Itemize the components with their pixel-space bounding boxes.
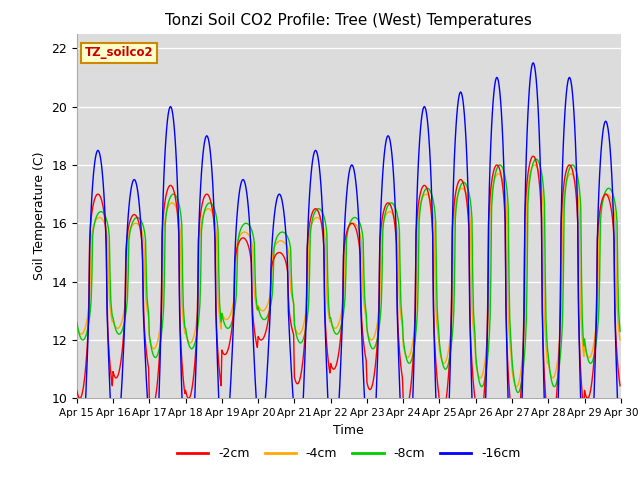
X-axis label: Time: Time <box>333 424 364 437</box>
Text: TZ_soilco2: TZ_soilco2 <box>85 47 154 60</box>
Legend: -2cm, -4cm, -8cm, -16cm: -2cm, -4cm, -8cm, -16cm <box>172 442 526 465</box>
Y-axis label: Soil Temperature (C): Soil Temperature (C) <box>33 152 45 280</box>
Title: Tonzi Soil CO2 Profile: Tree (West) Temperatures: Tonzi Soil CO2 Profile: Tree (West) Temp… <box>165 13 532 28</box>
